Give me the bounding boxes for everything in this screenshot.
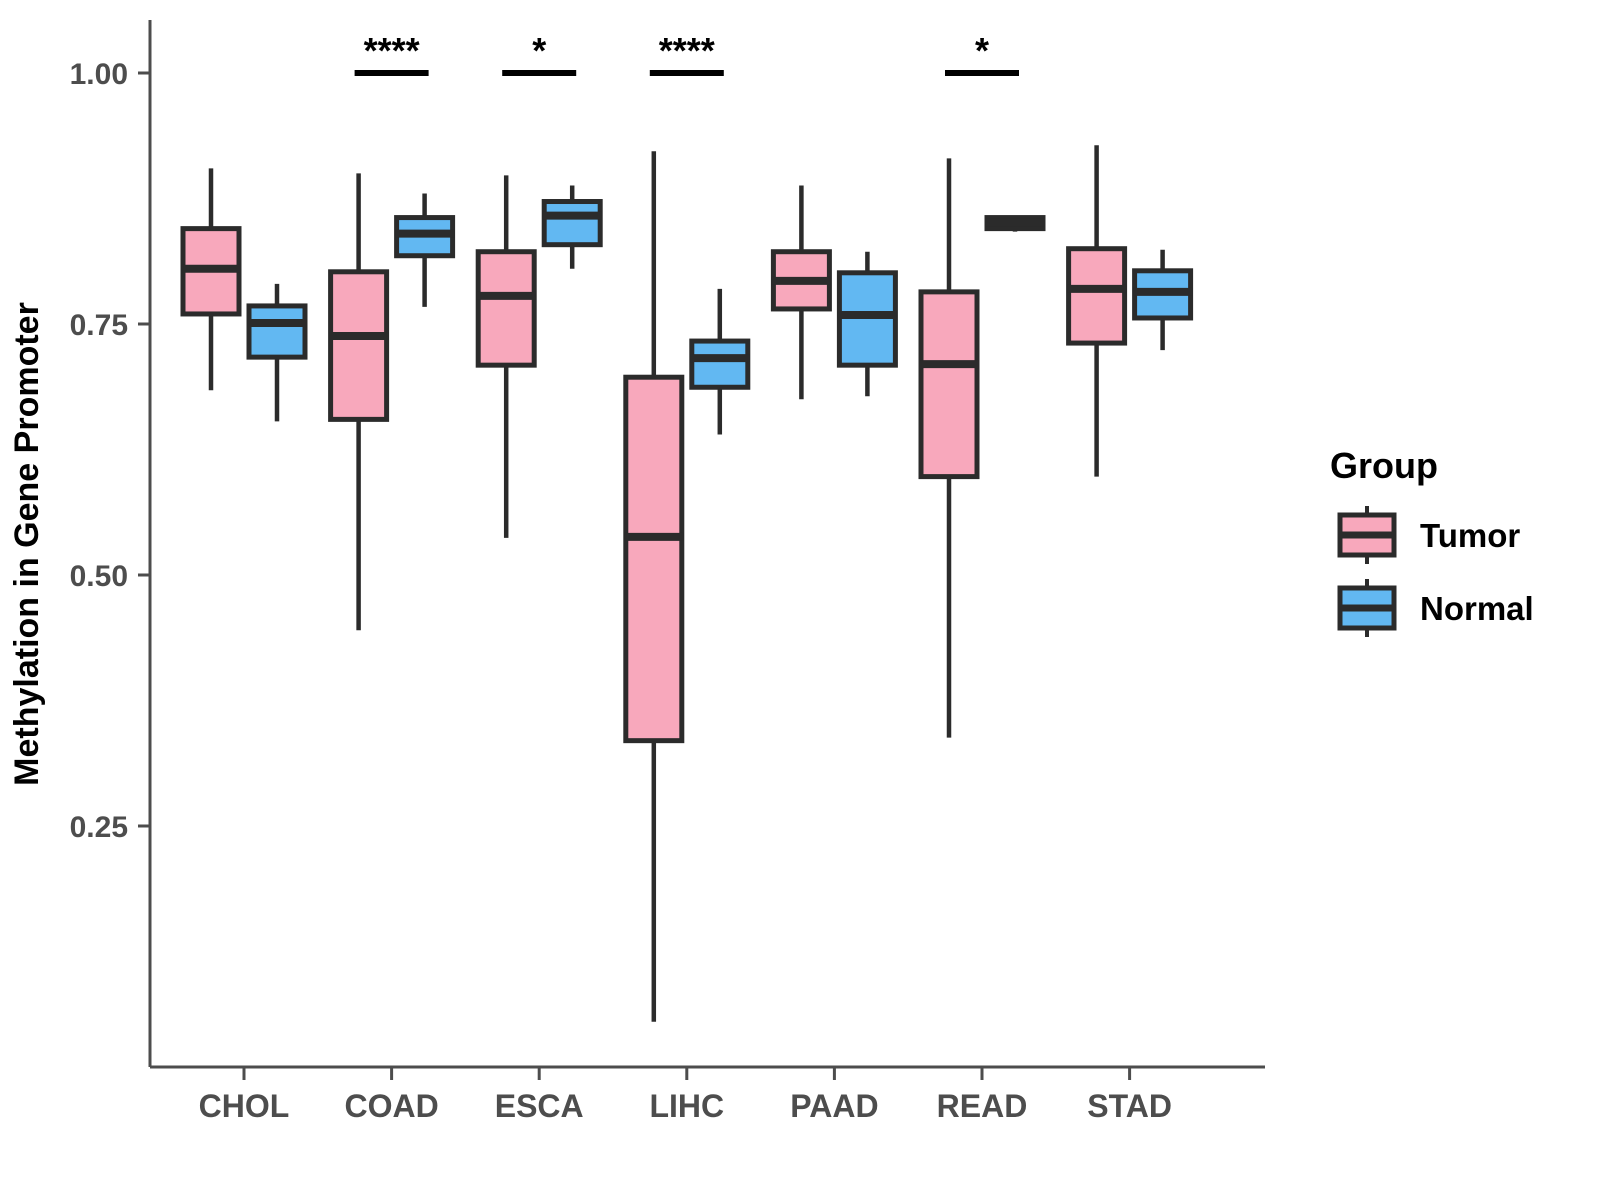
- x-tick-label-stad: STAD: [1087, 1088, 1172, 1124]
- legend-label: Normal: [1420, 590, 1534, 627]
- legend-title: Group: [1330, 445, 1438, 486]
- x-tick-label-paad: PAAD: [790, 1088, 878, 1124]
- box-esca-normal: [541, 185, 603, 269]
- legend-label: Tumor: [1420, 517, 1520, 554]
- box-coad-normal: [394, 193, 456, 307]
- box-read-tumor: [918, 158, 980, 738]
- box-paad-normal: [836, 251, 898, 397]
- box-lihc-normal: [689, 288, 751, 435]
- box-rect: [623, 374, 685, 744]
- box-rect: [689, 338, 751, 390]
- box-lihc-tumor: [623, 151, 685, 1022]
- x-tick-label-esca: ESCA: [495, 1088, 584, 1124]
- x-tick-label-lihc: LIHC: [649, 1088, 724, 1124]
- significance-label: ****: [659, 30, 715, 71]
- box-read-normal: [984, 215, 1046, 232]
- x-tick-label-chol: CHOL: [199, 1088, 290, 1124]
- legend: Group Tumor Normal: [1330, 445, 1534, 637]
- box-rect: [541, 199, 603, 248]
- x-tick-group: CHOL COAD ESCA LIHC PAAD READ STAD: [199, 1067, 1172, 1124]
- y-tick-label: 1.00: [70, 58, 128, 91]
- box-coad-tumor: [328, 173, 390, 631]
- box-rect: [918, 289, 980, 480]
- box-esca-tumor: [475, 175, 537, 538]
- x-tick-label-coad: COAD: [344, 1088, 438, 1124]
- plot-panel-background: [150, 20, 1265, 1067]
- box-rect: [328, 269, 390, 422]
- x-tick-label-read: READ: [937, 1088, 1028, 1124]
- box-stad-tumor: [1066, 145, 1128, 477]
- significance-bracket-lihc: ****: [649, 30, 724, 76]
- legend-item-tumor[interactable]: Tumor: [1337, 506, 1520, 564]
- legend-item-normal[interactable]: Normal: [1337, 579, 1534, 637]
- y-tick-label: 0.50: [70, 560, 128, 593]
- box-rect: [836, 270, 898, 368]
- y-tick-label: 0.75: [70, 309, 128, 342]
- box-rect: [246, 303, 308, 360]
- box-paad-tumor: [770, 185, 832, 400]
- y-axis-title: Methylation in Gene Promoter: [8, 302, 46, 786]
- box-chol-tumor: [180, 168, 242, 391]
- box-rect: [1066, 246, 1128, 346]
- significance-label: *: [975, 30, 989, 71]
- boxplot-layer: [180, 145, 1194, 1022]
- significance-annotation-layer: **** * **** *: [354, 30, 1019, 76]
- significance-bracket-read: *: [945, 30, 1019, 76]
- y-tick-label: 0.25: [70, 811, 128, 844]
- significance-label: *: [532, 30, 546, 71]
- box-chol-normal: [246, 283, 308, 422]
- significance-bracket-esca: *: [502, 30, 577, 76]
- box-stad-normal: [1132, 249, 1194, 351]
- significance-label: ****: [364, 30, 420, 71]
- significance-bracket-coad: ****: [354, 30, 429, 76]
- y-tick-group: 1.00 0.75 0.50 0.25: [70, 58, 150, 844]
- box-rect: [475, 249, 537, 368]
